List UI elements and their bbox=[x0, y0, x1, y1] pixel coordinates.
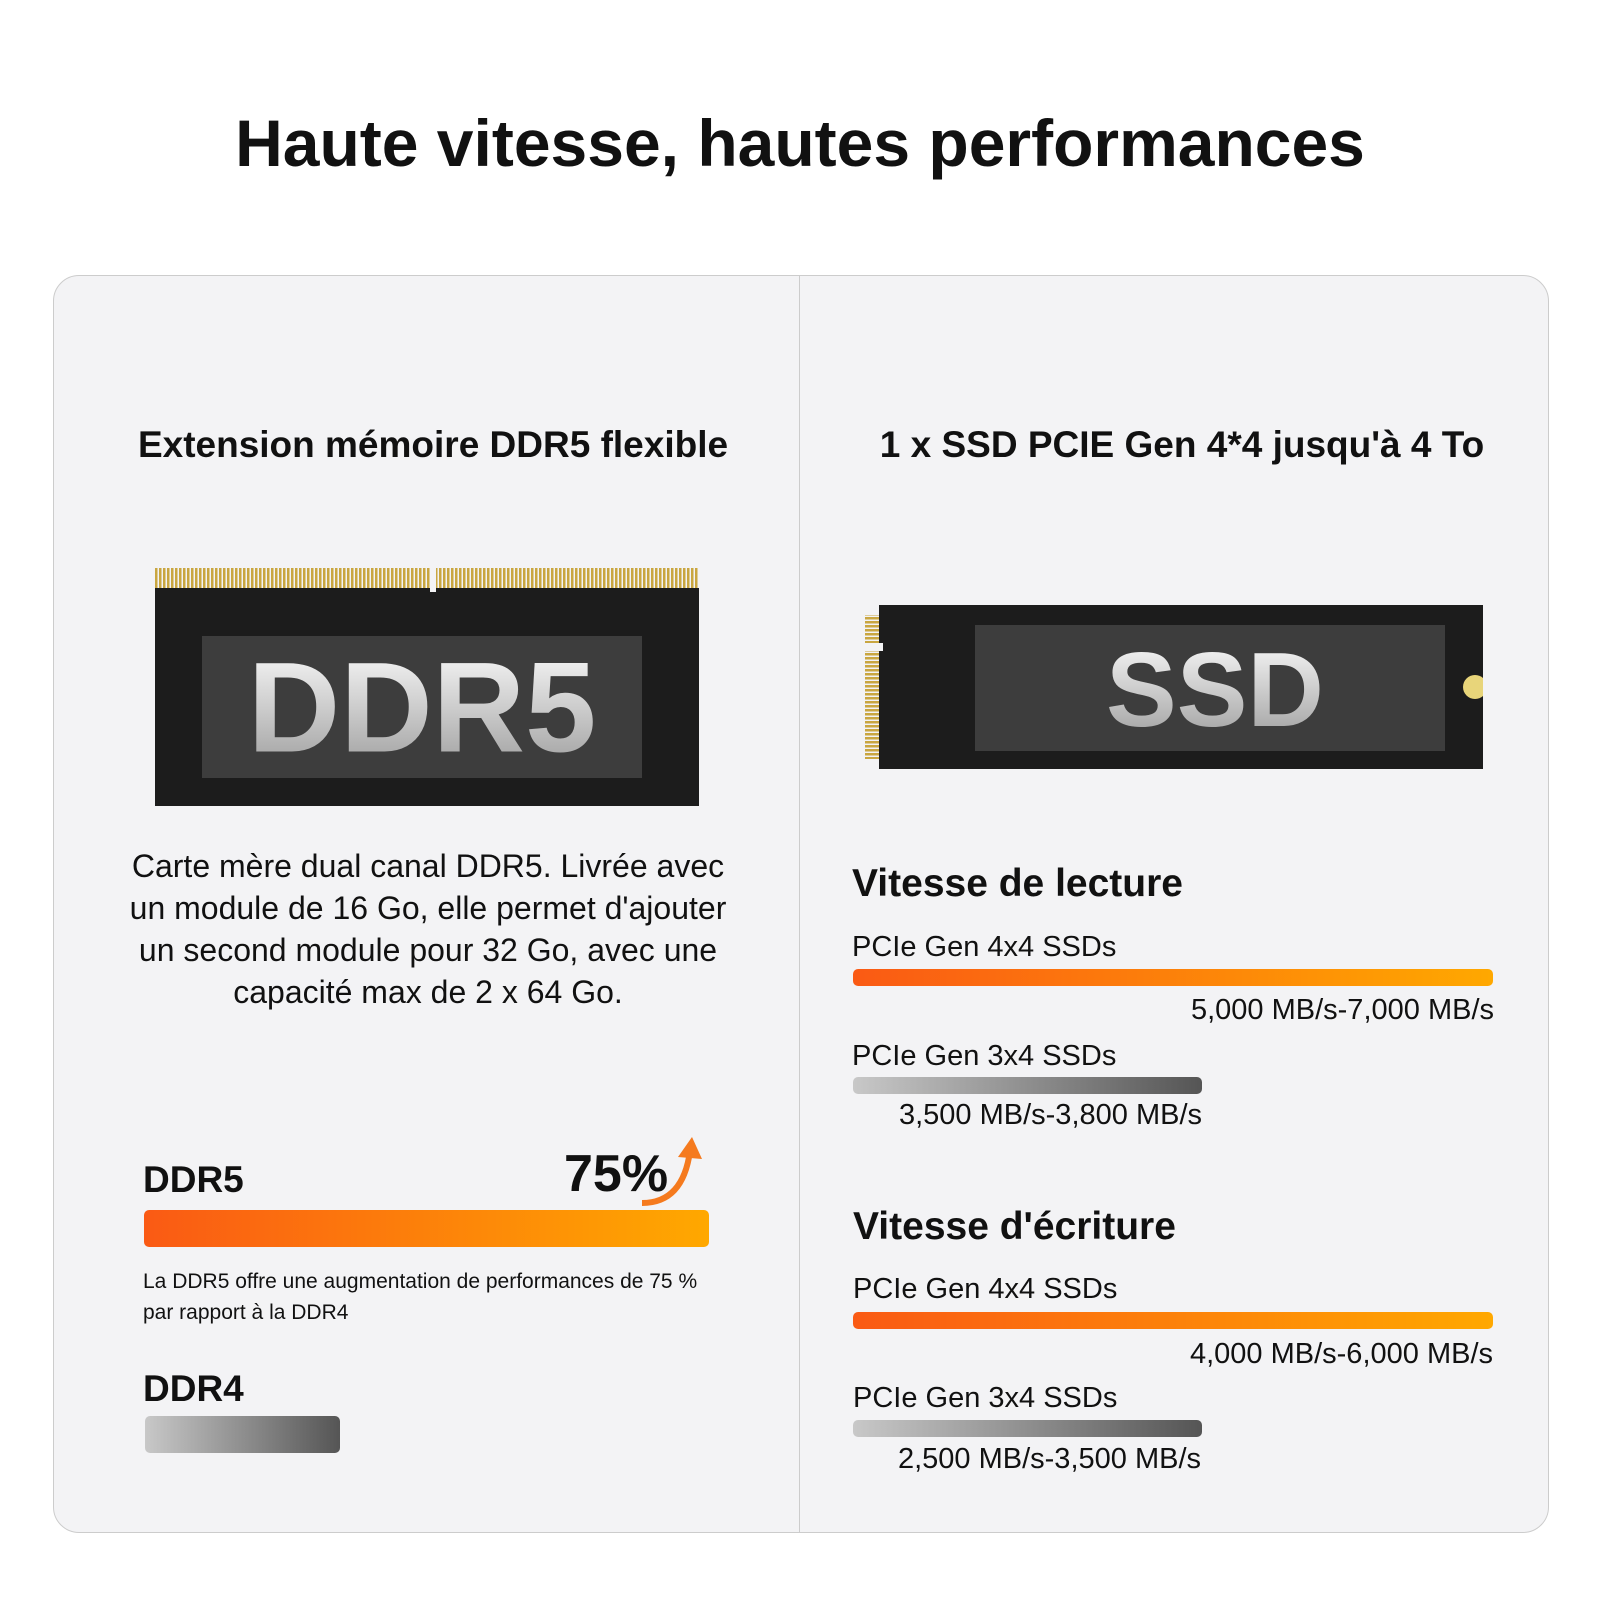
row-range: 2,500 MB/s-3,500 MB/s bbox=[897, 1443, 1201, 1475]
speed-bar bbox=[853, 1420, 1202, 1437]
description-line: Carte mère dual canal DDR5. Livrée avec bbox=[131, 848, 725, 884]
ssd-module: SSD bbox=[865, 605, 1483, 769]
description-line: capacité max de 2 x 64 Go. bbox=[233, 974, 623, 1010]
group-title: Vitesse de lecture bbox=[852, 862, 1183, 905]
row-label: PCIe Gen 4x4 SSDs bbox=[853, 1273, 1118, 1305]
up-arrow bbox=[641, 1137, 702, 1206]
note-line: La DDR5 offre une augmentation de perfor… bbox=[143, 1270, 698, 1293]
description-line: un module de 16 Go, elle permet d'ajoute… bbox=[129, 890, 727, 926]
ddr4-label: DDR4 bbox=[143, 1368, 244, 1409]
percent-label: 75% bbox=[564, 1145, 669, 1203]
chip-label: SSD bbox=[1106, 631, 1324, 749]
ddr5-label: DDR5 bbox=[143, 1159, 244, 1200]
ddr5-bar bbox=[144, 1210, 709, 1247]
group-title: Vitesse d'écriture bbox=[853, 1205, 1176, 1248]
chip-label: DDR5 bbox=[248, 637, 597, 780]
row-label: PCIe Gen 3x4 SSDs bbox=[852, 1040, 1117, 1072]
row-range: 4,000 MB/s-6,000 MB/s bbox=[1189, 1338, 1493, 1370]
ddr4-bar bbox=[145, 1416, 340, 1453]
section-heading: 1 x SSD PCIE Gen 4*4 jusqu'à 4 To bbox=[879, 424, 1485, 465]
row-label: PCIe Gen 4x4 SSDs bbox=[852, 931, 1117, 963]
speed-bar bbox=[853, 1312, 1493, 1329]
speed-bar bbox=[853, 969, 1493, 986]
divider bbox=[799, 276, 800, 1532]
ddr5-module: DDR5 bbox=[155, 568, 699, 806]
section-heading: Extension mémoire DDR5 flexible bbox=[137, 424, 729, 465]
row-label: PCIe Gen 3x4 SSDs bbox=[853, 1382, 1118, 1414]
page-title: Haute vitesse, hautes performances bbox=[235, 106, 1365, 180]
speed-bar bbox=[853, 1077, 1202, 1094]
note-line: par rapport à la DDR4 bbox=[143, 1301, 349, 1324]
row-range: 3,500 MB/s-3,800 MB/s bbox=[898, 1099, 1202, 1131]
row-range: 5,000 MB/s-7,000 MB/s bbox=[1190, 994, 1494, 1026]
description-line: un second module pour 32 Go, avec une bbox=[138, 932, 718, 968]
